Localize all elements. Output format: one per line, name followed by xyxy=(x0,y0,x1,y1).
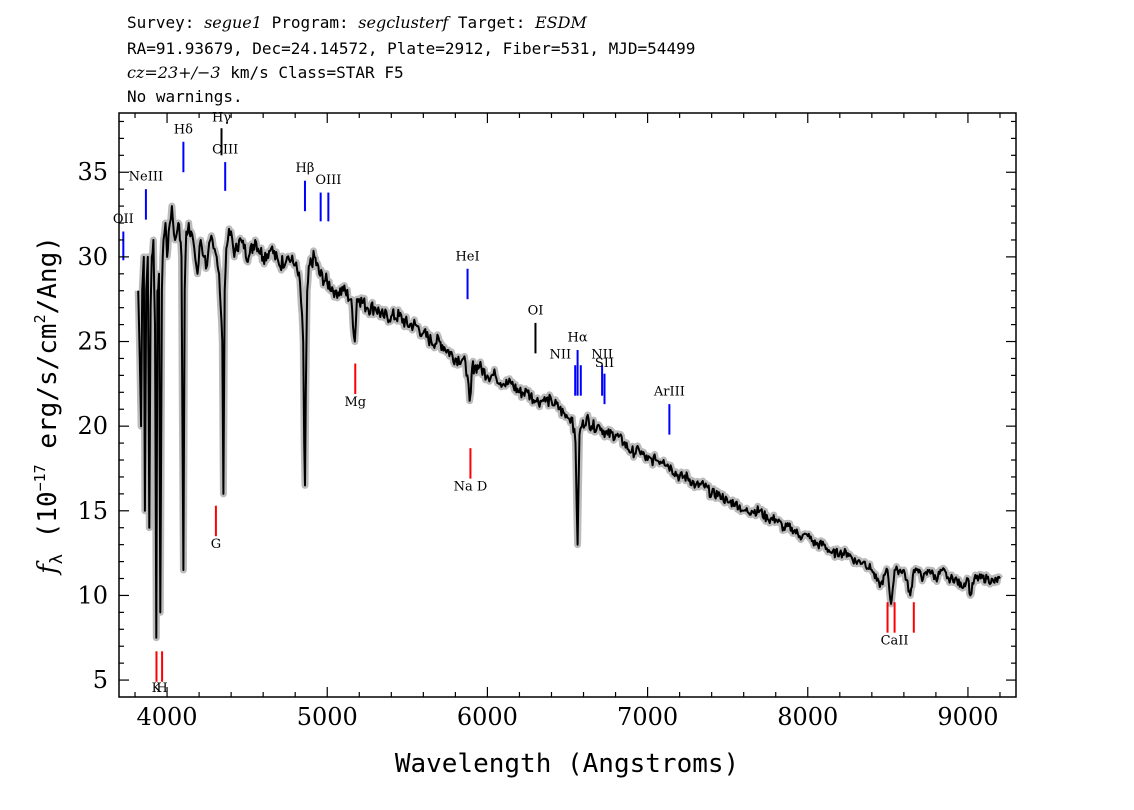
x-tick-label: 7000 xyxy=(617,703,678,731)
header-line-1: Survey: segue1 Program: segclusterf Targ… xyxy=(127,14,587,32)
y-tick-label: 30 xyxy=(77,243,108,271)
x-tick-label: 5000 xyxy=(297,703,358,731)
line-label-caii: CaII xyxy=(881,634,909,649)
line-label-oi: OI xyxy=(528,303,544,318)
spectrum-line xyxy=(137,205,1001,639)
axis-ticks: 4000 5000 6000 7000 8000 9000 5 10 15 20 25 30 35 xyxy=(77,113,1016,731)
y-label-part1: (10 xyxy=(33,491,63,554)
x-tick-label: 9000 xyxy=(937,703,998,731)
y-tick-label: 25 xyxy=(77,328,108,356)
y-label-lambda: λ xyxy=(47,554,67,564)
error-band xyxy=(134,202,1004,642)
spectrum-error-band xyxy=(134,202,1004,642)
line-label-h-: Hγ xyxy=(212,110,231,125)
plot-frame xyxy=(118,112,1017,698)
y-tick-label: 15 xyxy=(77,497,108,525)
line-label-na-d: Na D xyxy=(454,479,488,494)
redshift-unit: km/s xyxy=(230,63,269,82)
line-label-oiii: OIII xyxy=(212,143,238,158)
class-text: Class=STAR F5 xyxy=(278,63,404,82)
program-value: segclusterf xyxy=(358,13,449,32)
redshift-value: cz=23+/−3 xyxy=(127,63,221,82)
line-label-nii: NII xyxy=(591,347,613,362)
spectrum-series xyxy=(137,205,1001,639)
line-label-ariii: ArIII xyxy=(653,385,685,400)
line-label-sii: SII xyxy=(595,356,614,371)
line-label-g: G xyxy=(211,537,221,552)
line-markers: OIINeIIIHδHγOIIIHβOIIIHeIOINIIHαNIISIIAr… xyxy=(113,110,915,696)
program-label: Program: xyxy=(271,13,349,32)
header-line-2: RA=91.93679, Dec=24.14572, Plate=2912, F… xyxy=(127,39,696,58)
x-axis-label: Wavelength (Angstroms) xyxy=(395,749,739,779)
line-label-hei: HeI xyxy=(455,249,479,264)
line-label-oii: OII xyxy=(113,212,134,227)
y-label-part3: /Ang) xyxy=(33,236,63,314)
x-tick-label: 4000 xyxy=(137,703,198,731)
y-tick-label: 20 xyxy=(77,412,108,440)
y-tick-label: 35 xyxy=(77,158,108,186)
y-label-exp2: 2 xyxy=(31,314,49,323)
x-tick-label: 8000 xyxy=(777,703,838,731)
line-label-oiii: OIII xyxy=(315,173,341,188)
line-label-neiii: NeIII xyxy=(129,170,163,185)
line-label-k: K xyxy=(152,681,162,696)
header-warnings: No warnings. xyxy=(127,87,243,106)
line-label-h: H xyxy=(156,681,167,696)
survey-label: Survey: xyxy=(127,13,195,32)
target-label: Target: xyxy=(457,13,526,32)
line-label-h-: Hβ xyxy=(296,161,315,176)
header-line-3: cz=23+/−3 km/s Class=STAR F5 xyxy=(127,64,404,82)
x-tick-label: 6000 xyxy=(457,703,518,731)
line-label-h-: Hα xyxy=(568,331,588,346)
y-axis-label: fλ (10−17 erg/s/cm2/Ang) xyxy=(31,236,67,576)
y-tick-label: 10 xyxy=(77,581,108,609)
survey-value: segue1 xyxy=(204,13,262,32)
y-label-part2: erg/s/cm xyxy=(33,323,63,464)
line-label-mg: Mg xyxy=(344,395,366,410)
y-label-exp1: −17 xyxy=(31,464,49,491)
line-label-nii: NII xyxy=(550,347,572,362)
line-label-h-: Hδ xyxy=(174,122,193,137)
target-value: ESDM xyxy=(535,13,587,32)
y-tick-label: 5 xyxy=(93,666,108,694)
